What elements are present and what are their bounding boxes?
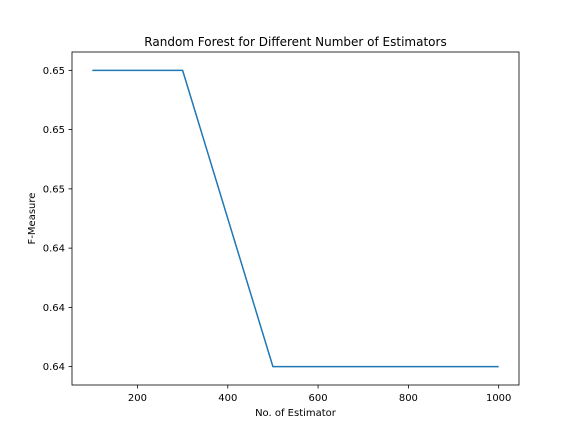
y-tick-label: 0.65 [43, 184, 65, 195]
y-tick-label: 0.64 [43, 362, 65, 373]
y-axis: 0.64 0.64 0.64 0.65 0.65 0.65 [43, 66, 72, 373]
x-axis: 200 400 600 800 1000 [128, 385, 511, 404]
series-layer [92, 69, 499, 368]
x-tick-label: 400 [218, 393, 237, 404]
x-tick-label: 600 [309, 393, 328, 404]
plot-frame [71, 51, 520, 386]
y-tick-label: 0.65 [43, 66, 65, 77]
x-axis-label: No. of Estimator [255, 408, 337, 419]
x-tick-label: 200 [128, 393, 147, 404]
y-tick-label: 0.64 [43, 303, 65, 314]
y-tick-label: 0.64 [43, 244, 65, 255]
x-tick-label: 800 [399, 393, 418, 404]
y-axis-label: F-Measure [27, 193, 38, 245]
x-tick-label: 1000 [486, 393, 511, 404]
series-line [92, 69, 499, 368]
y-tick-label: 0.65 [43, 125, 65, 136]
chart-title: Random Forest for Different Number of Es… [144, 35, 446, 49]
